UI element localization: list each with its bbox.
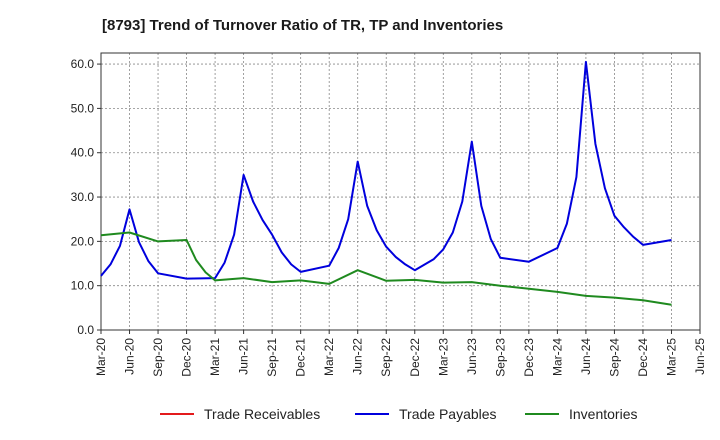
x-tick-label: Dec-23 xyxy=(522,338,536,377)
x-tick-label: Sep-20 xyxy=(151,338,165,377)
legend: Trade Receivables Trade Payables Inventori… xyxy=(160,406,637,422)
series-line-inventories xyxy=(100,231,672,306)
x-tick-label: Dec-22 xyxy=(408,338,422,377)
grid-layer xyxy=(100,53,701,331)
x-tick-label: Dec-24 xyxy=(636,338,650,377)
x-tick-label: Jun-25 xyxy=(693,338,707,375)
x-tick-label: Mar-23 xyxy=(436,338,450,376)
y-tick-label: 20.0 xyxy=(71,234,95,248)
x-tick-label: Jun-22 xyxy=(351,338,365,375)
x-tick-label: Jun-21 xyxy=(237,338,251,375)
x-tick-label: Jun-20 xyxy=(123,338,137,375)
legend-label-inventories: Inventories xyxy=(569,406,637,422)
y-axis: 0.0 10.0 20.0 30.0 40.0 50.0 60.0 xyxy=(71,57,101,337)
x-tick-label: Sep-24 xyxy=(607,338,621,377)
x-tick-label: Dec-20 xyxy=(180,338,194,377)
x-axis: Mar-20 Jun-20 Sep-20 Dec-20 Mar-21 Jun-21 Sep-… xyxy=(94,330,707,377)
x-tick-label: Mar-24 xyxy=(550,338,564,376)
x-tick-label: Mar-25 xyxy=(664,338,678,376)
y-tick-label: 10.0 xyxy=(71,279,95,293)
series-line-trade-payables xyxy=(100,60,672,280)
y-tick-label: 60.0 xyxy=(71,57,95,71)
chart-title: [8793] Trend of Turnover Ratio of TR, TP… xyxy=(102,17,503,34)
x-tick-label: Jun-23 xyxy=(465,338,479,375)
y-tick-label: 50.0 xyxy=(71,101,95,115)
y-tick-label: 40.0 xyxy=(71,146,95,160)
x-tick-label: Sep-21 xyxy=(265,338,279,377)
x-tick-label: Sep-23 xyxy=(493,338,507,377)
legend-label-trade-payables: Trade Payables xyxy=(399,406,497,422)
series-layer xyxy=(100,60,672,306)
x-tick-label: Dec-21 xyxy=(294,338,308,377)
x-tick-label: Mar-22 xyxy=(322,338,336,376)
x-tick-label: Jun-24 xyxy=(579,338,593,375)
x-tick-label: Sep-22 xyxy=(379,338,393,377)
y-tick-label: 0.0 xyxy=(77,323,94,337)
legend-label-trade-receivables: Trade Receivables xyxy=(204,406,320,422)
x-tick-label: Mar-21 xyxy=(208,338,222,376)
plot-frame xyxy=(100,52,701,331)
y-tick-label: 30.0 xyxy=(71,190,95,204)
x-tick-label: Mar-20 xyxy=(94,338,108,376)
